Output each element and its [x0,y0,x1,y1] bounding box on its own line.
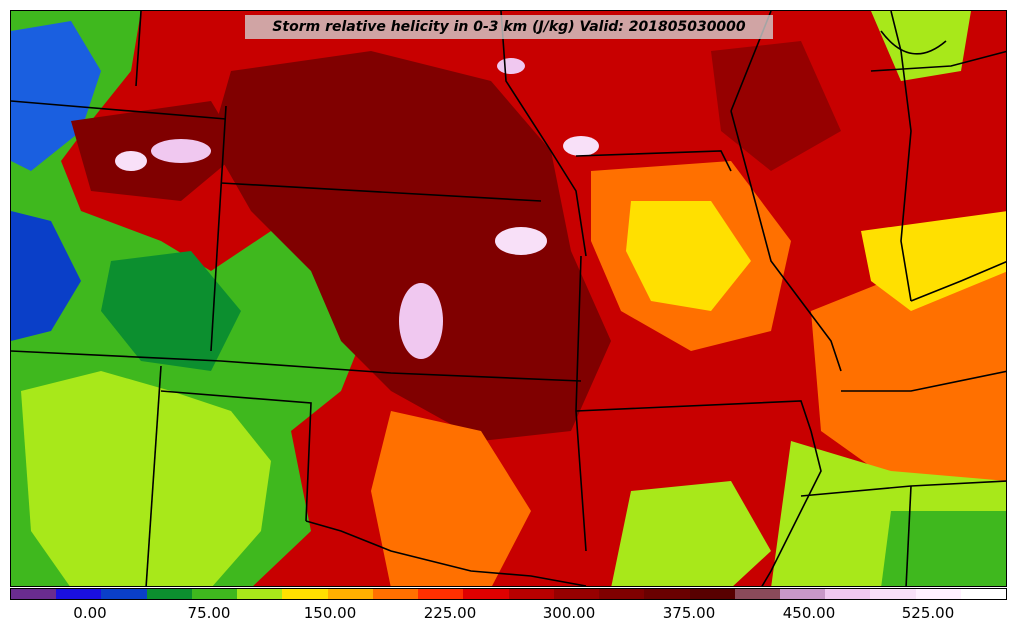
field-orange-southeast [811,261,1006,491]
colorbar-segment [915,589,961,599]
colorbar-tick-label: 225.00 [423,604,477,622]
colorbar-segment [463,589,509,599]
colorbar-segment [599,589,645,599]
colorbar-segment [237,589,283,599]
colorbar-segment [372,589,419,599]
colorbar-tick-labels: 0.00 75.00 150.00 225.00 300.00 375.00 450.00 5… [10,602,1007,626]
map-title: Storm relative helicity in 0-3 km (J/kg)… [245,15,773,39]
field-yellowgreen-west [21,371,271,586]
field-pink-blob-3 [151,139,211,163]
field-blue-northwest [11,21,101,171]
field-pink-blob-1 [399,283,443,359]
field-green-southwest [611,481,771,586]
field-yellow-east [861,211,1006,311]
field-pink-blob-2 [495,227,547,255]
field-yellow-center [626,201,751,311]
colorbar-segment [825,589,871,599]
colorbar-segment [508,589,554,599]
colorbar-segment [644,589,690,599]
field-orange-south [371,411,531,586]
field-maroon-core [211,51,611,441]
colorbar-segment [56,589,102,599]
colorbar-tick-label: 0.00 [73,604,107,622]
colorbar-tick-label: 300.00 [542,604,596,622]
colorbar-segment [282,589,328,599]
colorbar-segment [870,589,916,599]
colorbar-segment [779,589,826,599]
field-pink-blob-5 [497,58,525,74]
colorbar-segment [734,589,780,599]
colorbar-tick-label: 450.00 [782,604,836,622]
colorbar-segment [11,589,57,599]
colorbar-tick-label: 150.00 [303,604,357,622]
state-boundaries [11,11,1006,586]
colorbar-segment [101,589,147,599]
map-panel [10,10,1007,587]
helicity-field-map [11,11,1006,586]
field-pink-blob-4 [563,136,599,156]
colorbar-segment [327,589,373,599]
colorbar-segment [191,589,238,599]
field-green-southeast [881,511,1006,586]
colorbar-tick-label: 75.00 [187,604,231,622]
colorbar [10,588,1007,600]
colorbar-tick-label: 375.00 [662,604,716,622]
colorbar-segment [418,589,464,599]
field-darkgreen-west [101,251,241,371]
colorbar-segment [146,589,192,599]
colorbar-segment [553,589,600,599]
colorbar-tick-label: 525.00 [901,604,955,622]
colorbar-segment [960,589,1007,599]
field-blue-west [11,211,81,341]
field-maroon-east [711,41,841,171]
colorbar-segment [689,589,735,599]
field-pink-blob-6 [115,151,147,171]
